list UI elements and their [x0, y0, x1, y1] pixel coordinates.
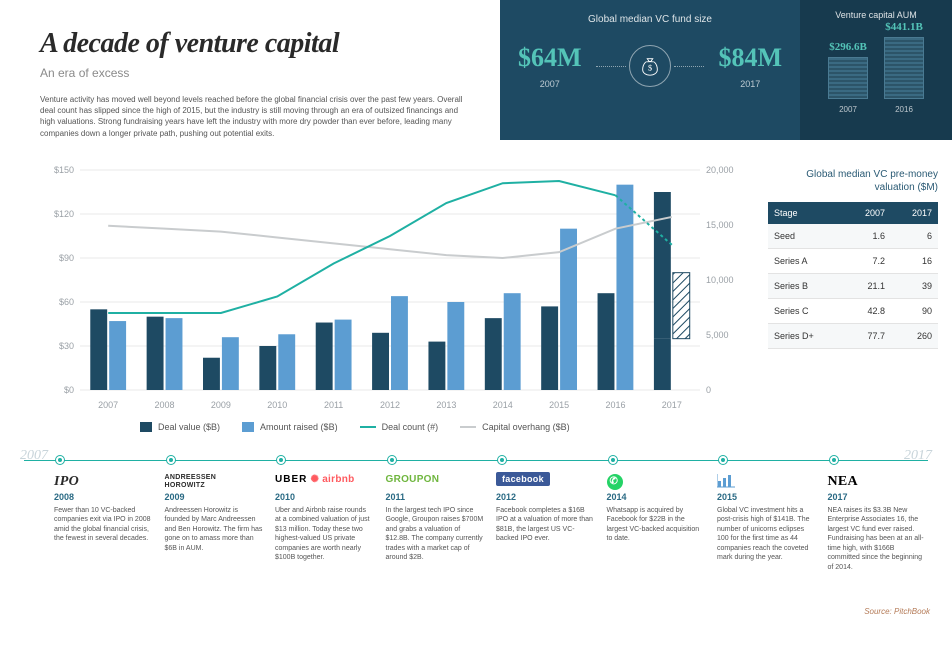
fund-size-2017-value: $84M: [718, 43, 782, 73]
timeline-year: 2017: [828, 492, 927, 502]
timeline-start-year: 2007: [20, 448, 48, 464]
timeline-dot-icon: [167, 456, 175, 464]
aum-2016-value: $441.1B: [885, 21, 923, 33]
aum-stack-2016: [884, 37, 924, 99]
timeline-text: NEA raises its $3.3B New Enterprise Asso…: [828, 506, 927, 572]
aum-2007-year: 2007: [839, 105, 857, 114]
valuation-table: Stage20072017Seed1.66Series A7.216Series…: [768, 202, 938, 349]
svg-text:$: $: [648, 64, 652, 73]
money-bag-icon: $: [629, 45, 671, 87]
timeline-item: GROUPON 2011 In the largest tech IPO since…: [380, 450, 491, 620]
timeline-dot-icon: [277, 456, 285, 464]
svg-text:$150: $150: [54, 165, 74, 175]
table-row: Series A7.216: [768, 249, 938, 274]
timeline-year: 2012: [496, 492, 595, 502]
timeline-logo: GROUPON: [386, 474, 485, 488]
svg-text:2017: 2017: [662, 400, 682, 410]
timeline-logo: ✆: [607, 474, 706, 488]
timeline-dot-icon: [609, 456, 617, 464]
svg-text:15,000: 15,000: [706, 220, 734, 230]
fund-size-2007-year: 2007: [518, 79, 582, 89]
timeline: 2007 2017 IPO 2008 Fewer than 10 VC-backed…: [0, 450, 952, 620]
timeline-dot-icon: [56, 456, 64, 464]
timeline-logo: NEA: [828, 474, 927, 488]
svg-text:$60: $60: [59, 297, 74, 307]
timeline-text: Facebook completes a $16B IPO at a valua…: [496, 506, 595, 544]
timeline-item: ANDREESSENHOROWITZ 2009 Andreessen Horowit…: [159, 450, 270, 620]
aum-2016-year: 2016: [895, 105, 913, 114]
timeline-text: Whatsapp is acquired by Facebook for $22…: [607, 506, 706, 544]
table-row: Series B21.139: [768, 274, 938, 299]
timeline-year: 2015: [717, 492, 816, 502]
aum-2007-value: $296.6B: [829, 41, 867, 53]
svg-text:2011: 2011: [324, 400, 343, 410]
svg-text:$90: $90: [59, 253, 74, 263]
valuation-title: Global median VC pre-money valuation ($M…: [768, 168, 938, 194]
svg-text:20,000: 20,000: [706, 165, 734, 175]
svg-text:2007: 2007: [98, 400, 118, 410]
svg-text:$30: $30: [59, 341, 74, 351]
timeline-logo: [717, 474, 816, 488]
timeline-item: ✆ 2014 Whatsapp is acquired by Facebook fo…: [601, 450, 712, 620]
legend-item: Deal count (#): [360, 422, 439, 432]
aum-stack-2007: [828, 57, 868, 99]
chart-legend: Deal value ($B) Amount raised ($B) Deal co…: [140, 422, 570, 432]
timeline-item: facebook 2012 Facebook completes a $16B IP…: [490, 450, 601, 620]
timeline-text: Andreessen Horowitz is founded by Marc A…: [165, 506, 264, 553]
timeline-year: 2011: [386, 492, 485, 502]
table-row: Series C42.890: [768, 299, 938, 324]
panel-aum-title: Venture capital AUM: [835, 10, 917, 20]
fund-size-2007-value: $64M: [518, 43, 582, 73]
svg-text:$0: $0: [64, 385, 74, 395]
panel-fund-size: Global median VC fund size $64M 2007 $ $…: [500, 0, 800, 140]
source-label: Source: PitchBook: [864, 607, 930, 616]
svg-text:0: 0: [706, 385, 711, 395]
timeline-item: 2015 Global VC investment hits a post-cri…: [711, 450, 822, 620]
legend-item: Deal value ($B): [140, 422, 220, 432]
svg-text:2016: 2016: [605, 400, 625, 410]
timeline-text: Fewer than 10 VC-backed companies exit v…: [54, 506, 153, 544]
timeline-text: Uber and Airbnb raise rounds at a combin…: [275, 506, 374, 563]
timeline-year: 2008: [54, 492, 153, 502]
table-row: Series D+77.7260: [768, 324, 938, 349]
svg-text:2010: 2010: [267, 400, 287, 410]
timeline-dot-icon: [498, 456, 506, 464]
timeline-year: 2009: [165, 492, 264, 502]
timeline-item: NEA 2017 NEA raises its $3.3B New Enterpri…: [822, 450, 933, 620]
timeline-logo: ANDREESSENHOROWITZ: [165, 474, 264, 488]
timeline-year: 2010: [275, 492, 374, 502]
fund-size-2017-year: 2017: [718, 79, 782, 89]
intro-paragraph: Venture activity has moved well beyond l…: [40, 94, 470, 139]
timeline-text: Global VC investment hits a post-crisis …: [717, 506, 816, 563]
panel-aum: Venture capital AUM $296.6B 2007 $441.1B…: [800, 0, 952, 140]
timeline-year: 2014: [607, 492, 706, 502]
timeline-logo: IPO: [54, 474, 153, 488]
timeline-text: In the largest tech IPO since Google, Gr…: [386, 506, 485, 563]
svg-text:2014: 2014: [493, 400, 513, 410]
legend-item: Capital overhang ($B): [460, 422, 570, 432]
page-subtitle: An era of excess: [40, 66, 470, 80]
svg-text:2015: 2015: [549, 400, 569, 410]
timeline-logo: UBER ✺ airbnb: [275, 474, 374, 488]
svg-text:2008: 2008: [155, 400, 175, 410]
main-chart: $0 $30 $60 $90 $120 $150 0 5,000 10,000 15,000 20,…: [40, 160, 740, 420]
panel-fund-size-title: Global median VC fund size: [588, 14, 712, 25]
timeline-dot-icon: [830, 456, 838, 464]
timeline-dot-icon: [388, 456, 396, 464]
svg-text:2009: 2009: [211, 400, 231, 410]
timeline-dot-icon: [719, 456, 727, 464]
timeline-logo: facebook: [496, 474, 595, 488]
svg-text:10,000: 10,000: [706, 275, 734, 285]
page-title: A decade of venture capital: [40, 28, 470, 60]
svg-text:2012: 2012: [380, 400, 400, 410]
timeline-item: IPO 2008 Fewer than 10 VC-backed companies…: [48, 450, 159, 620]
svg-text:2013: 2013: [436, 400, 456, 410]
legend-item: Amount raised ($B): [242, 422, 338, 432]
timeline-item: UBER ✺ airbnb 2010 Uber and Airbnb raise r…: [269, 450, 380, 620]
valuation-panel: Global median VC pre-money valuation ($M…: [768, 168, 938, 349]
svg-text:$120: $120: [54, 209, 74, 219]
header-block: A decade of venture capital An era of ex…: [40, 28, 470, 139]
table-row: Seed1.66: [768, 224, 938, 249]
svg-text:5,000: 5,000: [706, 330, 729, 340]
